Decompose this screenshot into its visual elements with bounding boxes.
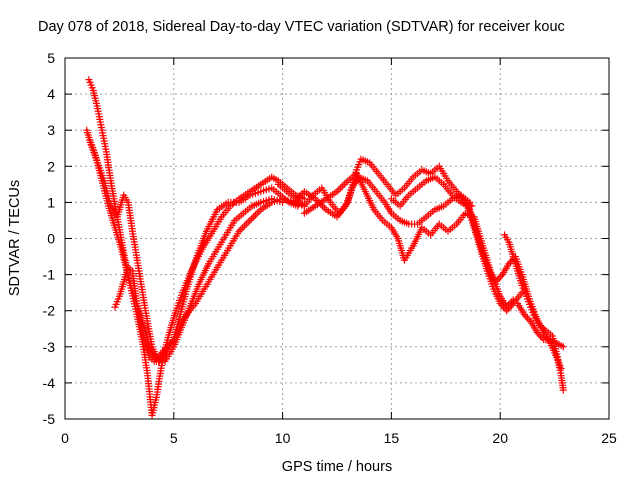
x-tick-label: 5	[170, 430, 178, 446]
plot-frame	[64, 57, 610, 420]
series-track-10	[501, 231, 567, 394]
series-track-6	[289, 173, 474, 228]
y-tick-label: 3	[47, 122, 55, 138]
data-points	[83, 76, 567, 419]
y-tick-label: -2	[43, 303, 56, 319]
data-point	[559, 386, 567, 394]
y-tick-label: -3	[43, 339, 56, 355]
series-track-11	[514, 299, 567, 351]
x-tick-label: 25	[601, 430, 617, 446]
chart-title: Day 078 of 2018, Sidereal Day-to-day VTE…	[38, 19, 565, 35]
axis-ticks: 0 5 10 15 20 25 -5 -4 -3 -2 -1 0 1 2 3 4 5	[43, 50, 617, 446]
x-tick-label: 10	[275, 430, 291, 446]
y-tick-label: -5	[43, 411, 56, 427]
y-tick-label: 0	[47, 231, 55, 247]
x-tick-label: 15	[384, 430, 400, 446]
x-tick-label: 20	[492, 430, 508, 446]
y-axis-label: SDTVAR / TECUs	[7, 180, 23, 296]
y-tick-label: 4	[47, 86, 55, 102]
data-point	[559, 343, 567, 351]
series-track-8	[387, 173, 526, 315]
y-tick-label: -4	[43, 375, 56, 391]
y-tick-label: 2	[47, 158, 55, 174]
y-tick-label: 1	[47, 194, 55, 210]
grid-lines	[65, 58, 609, 419]
x-axis-label: GPS time / hours	[282, 459, 392, 475]
x-tick-label: 0	[61, 430, 69, 446]
y-tick-label: 5	[47, 50, 55, 66]
y-tick-label: -1	[43, 267, 56, 283]
